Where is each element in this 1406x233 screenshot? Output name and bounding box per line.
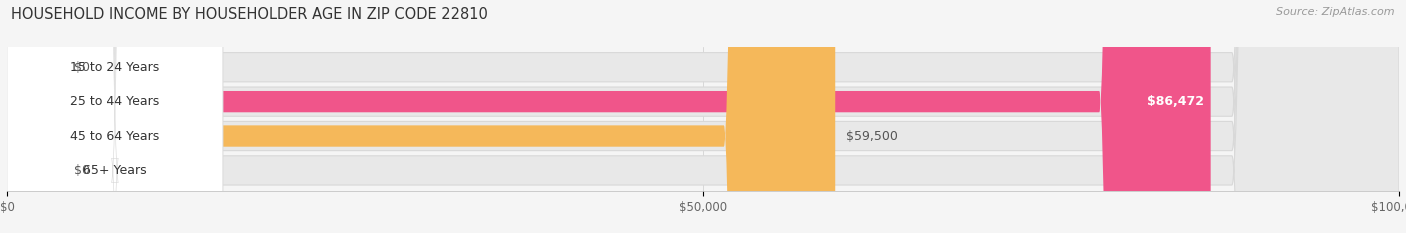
FancyBboxPatch shape	[7, 0, 835, 233]
Text: 15 to 24 Years: 15 to 24 Years	[70, 61, 159, 74]
FancyBboxPatch shape	[7, 0, 1399, 233]
Text: $59,500: $59,500	[846, 130, 898, 143]
FancyBboxPatch shape	[7, 0, 1399, 233]
FancyBboxPatch shape	[7, 0, 1211, 233]
Text: $86,472: $86,472	[1147, 95, 1204, 108]
FancyBboxPatch shape	[7, 0, 222, 233]
Text: 65+ Years: 65+ Years	[83, 164, 146, 177]
FancyBboxPatch shape	[7, 0, 222, 233]
FancyBboxPatch shape	[0, 0, 118, 233]
FancyBboxPatch shape	[7, 0, 222, 233]
FancyBboxPatch shape	[0, 0, 118, 233]
Text: Source: ZipAtlas.com: Source: ZipAtlas.com	[1277, 7, 1395, 17]
FancyBboxPatch shape	[7, 0, 1399, 233]
Text: 45 to 64 Years: 45 to 64 Years	[70, 130, 159, 143]
Text: $0: $0	[75, 164, 90, 177]
Text: $0: $0	[75, 61, 90, 74]
FancyBboxPatch shape	[7, 0, 222, 233]
Text: HOUSEHOLD INCOME BY HOUSEHOLDER AGE IN ZIP CODE 22810: HOUSEHOLD INCOME BY HOUSEHOLDER AGE IN Z…	[11, 7, 488, 22]
FancyBboxPatch shape	[7, 0, 1399, 233]
Text: 25 to 44 Years: 25 to 44 Years	[70, 95, 159, 108]
